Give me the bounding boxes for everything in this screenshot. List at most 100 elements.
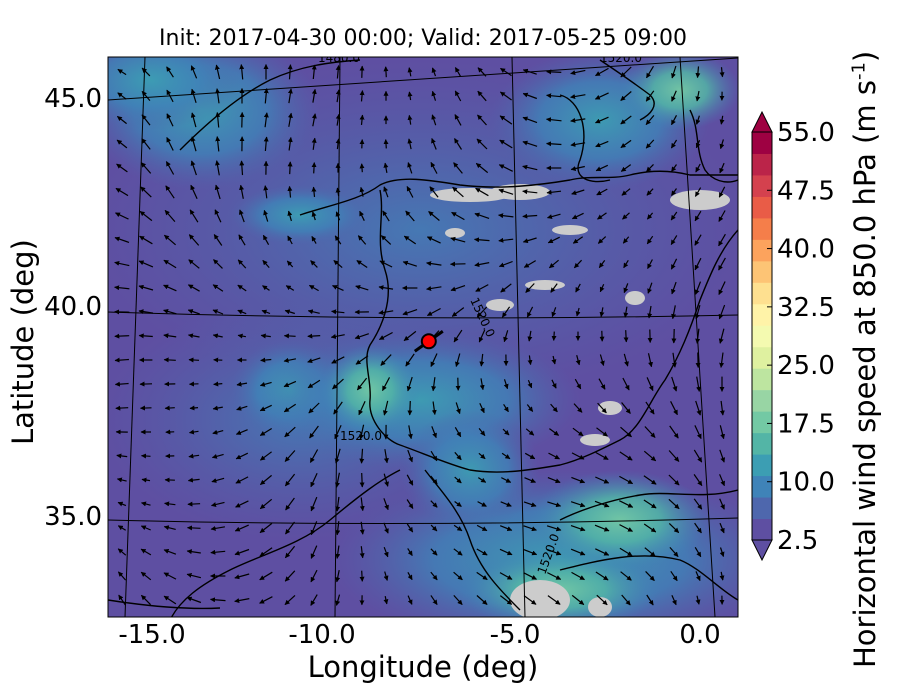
wind-arrow-258	[694, 281, 702, 295]
wind-arrow-569	[670, 570, 678, 582]
wind-arrow-456	[454, 476, 462, 484]
wind-arrow-217	[333, 259, 343, 269]
wind-arrow-537	[523, 548, 538, 556]
wind-arrow-191	[334, 235, 342, 245]
wind-arrow-118	[453, 162, 463, 174]
wind-arrow-432	[501, 452, 511, 460]
wind-arrow-426	[359, 448, 365, 464]
wind-arrow-382	[550, 403, 558, 413]
wind-arrow-343	[236, 381, 248, 387]
wind-arrow-327	[479, 353, 485, 367]
wind-arrow-13	[431, 67, 437, 77]
wind-arrow-499	[234, 524, 249, 532]
wind-arrow-314	[163, 357, 176, 363]
wind-arrow-443	[141, 477, 151, 483]
wind-arrow-552	[259, 571, 273, 581]
wind-arrow-235	[138, 284, 154, 291]
wind-arrow-389	[719, 400, 725, 416]
colorbar-segment-2	[752, 475, 772, 498]
wind-arrow-419	[188, 453, 200, 459]
wind-arrow-372	[308, 402, 320, 414]
masked-terrain-4	[486, 299, 514, 311]
wind-arrow-130	[115, 187, 129, 197]
wind-arrow-571	[719, 571, 725, 581]
wind-arrow-184	[164, 234, 176, 246]
wind-arrow-173	[522, 213, 538, 219]
wind-arrow-498	[210, 525, 226, 531]
wind-arrow-32	[263, 88, 269, 104]
wind-arrow-307	[623, 330, 629, 343]
wind-arrow-267	[284, 309, 295, 315]
wind-arrow-182	[114, 236, 130, 243]
wind-arrow-387	[670, 401, 678, 416]
wind-arrow-196	[450, 236, 466, 243]
wind-arrow-450	[310, 472, 318, 488]
wind-arrow-428	[407, 449, 413, 463]
wind-arrow-42	[499, 91, 512, 101]
wind-arrow-332	[599, 354, 605, 366]
colorbar-tick-label: 32.5	[777, 293, 835, 323]
wind-arrow-508	[453, 524, 463, 532]
x-tick-label: -5.0	[489, 620, 541, 650]
wind-arrow-263	[187, 309, 200, 315]
wind-arrow-330	[551, 355, 557, 365]
wind-arrow-14	[454, 67, 462, 77]
wind-arrow-494	[117, 525, 127, 531]
wind-arrow-112	[311, 162, 317, 174]
wind-arrow-320	[307, 357, 321, 364]
wind-arrow-264	[212, 309, 224, 315]
wind-arrow-323	[380, 354, 392, 366]
wind-arrow-446	[211, 477, 225, 483]
wind-arrow-228	[598, 260, 606, 269]
wind-arrow-215	[286, 260, 294, 268]
wind-arrow-547	[140, 571, 152, 581]
wind-arrow-530	[359, 546, 365, 559]
wind-arrow-545	[719, 547, 725, 557]
wind-arrow-224	[498, 260, 513, 268]
wind-arrow-333	[623, 353, 629, 367]
coastline-segment-8	[559, 555, 738, 601]
wind-arrow-12	[407, 67, 413, 77]
wind-arrow-335	[671, 352, 677, 368]
coastline-segment-1	[366, 189, 738, 473]
wind-arrow-311	[718, 328, 725, 344]
wind-arrow-568	[645, 570, 655, 582]
wind-arrow-566	[595, 571, 609, 581]
wind-arrow-266	[261, 309, 271, 315]
wind-arrow-136	[263, 185, 269, 199]
wind-arrow-201	[572, 236, 584, 244]
wind-arrow-380	[503, 403, 509, 413]
wind-arrow-147	[522, 189, 538, 195]
wind-arrow-371	[283, 403, 297, 413]
graticule-line-2	[108, 517, 738, 525]
wind-arrow-198	[498, 237, 514, 243]
wind-arrow-102	[695, 140, 701, 149]
wind-arrow-438	[643, 450, 657, 462]
wind-arrow-209	[138, 260, 154, 268]
wind-arrow-242	[308, 284, 319, 292]
wind-arrow-94	[499, 139, 513, 149]
wind-arrow-297	[378, 331, 393, 341]
wind-arrow-143	[429, 186, 439, 198]
wind-arrow-20	[595, 67, 609, 77]
wind-arrow-161	[238, 209, 245, 223]
wind-arrow-283	[671, 305, 677, 320]
wind-arrow-394	[212, 429, 224, 435]
wind-arrow-189	[287, 235, 293, 245]
wind-arrow-239	[237, 284, 247, 292]
wind-arrow-226	[549, 259, 559, 269]
wind-arrow-61	[335, 113, 341, 126]
wind-arrow-188	[262, 234, 270, 245]
wind-arrow-319	[283, 357, 297, 363]
wind-arrow-529	[335, 545, 341, 559]
wind-arrow-227	[573, 259, 583, 269]
wind-arrow-560	[453, 571, 463, 581]
wind-arrow-27	[141, 91, 151, 101]
wind-arrow-423	[284, 450, 296, 462]
wind-arrow-250	[500, 283, 512, 293]
wind-arrow-412	[644, 426, 656, 438]
wind-arrow-91	[431, 138, 437, 150]
wind-arrow-431	[478, 452, 486, 460]
wind-arrow-562	[499, 572, 513, 580]
